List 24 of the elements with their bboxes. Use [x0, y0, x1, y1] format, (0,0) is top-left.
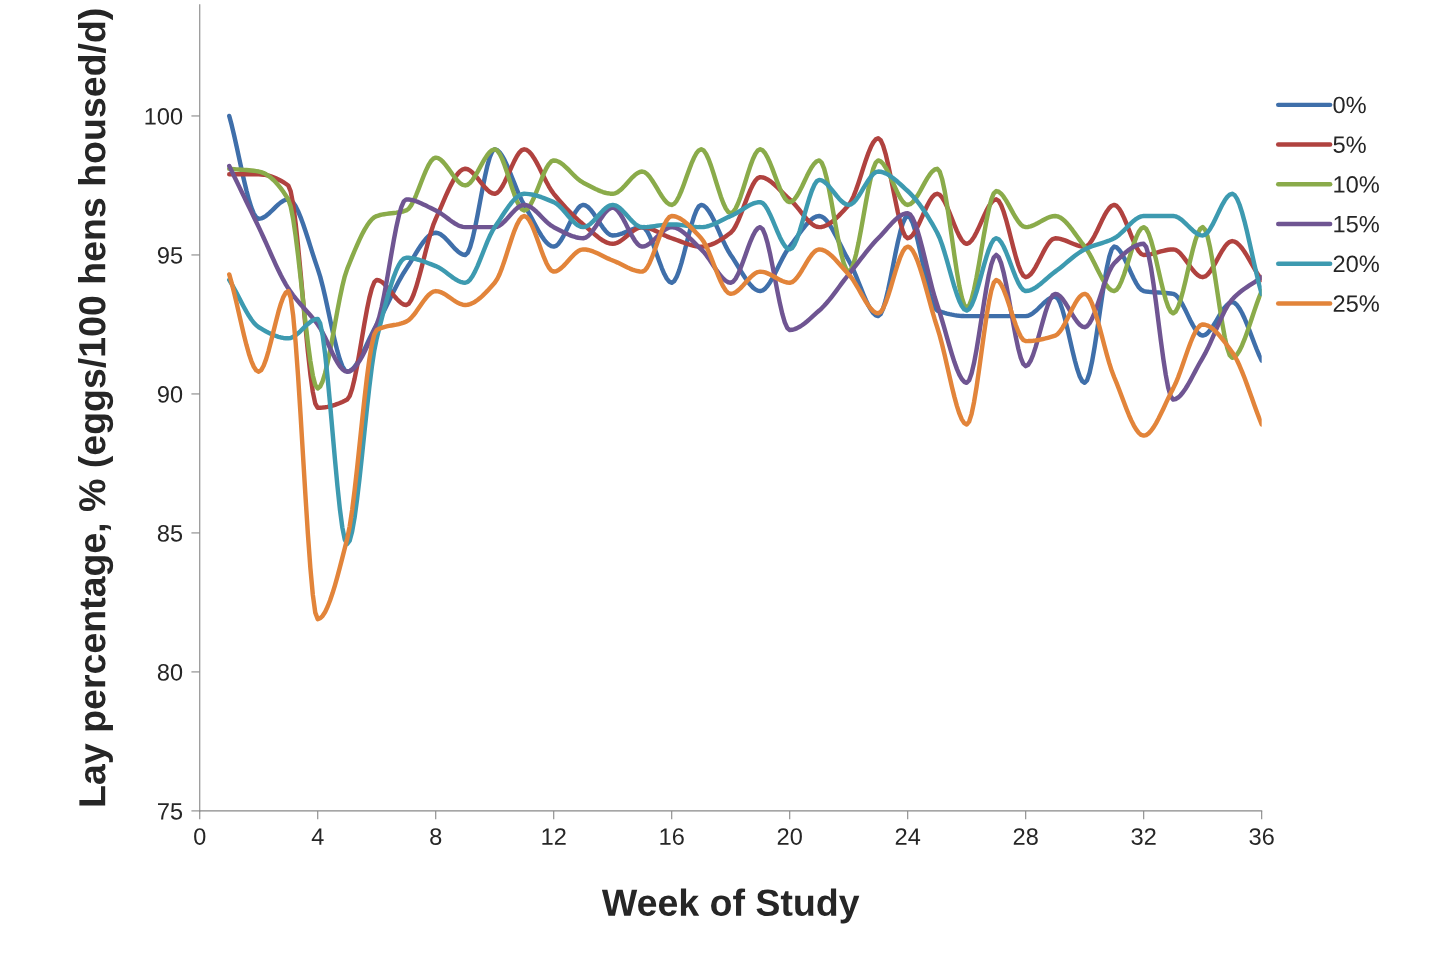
y-axis-title: Lay percentage, % (eggs/100 hens housed/d) [78, 9, 114, 806]
x-tick-label: 20 [777, 828, 802, 845]
y-tick-label: 85 [157, 524, 183, 542]
legend-label: 5% [1333, 136, 1366, 154]
y-tick-label: 75 [158, 803, 183, 820]
y-tick-label: 95 [157, 247, 183, 264]
x-tick-label: 12 [542, 828, 566, 845]
y-tick-label: 90 [157, 386, 183, 403]
x-tick-label: 8 [430, 828, 442, 845]
x-tick-label: 28 [1013, 828, 1038, 845]
legend-label: 25% [1333, 295, 1379, 312]
legend-label: 0% [1333, 96, 1366, 114]
legend-label: 20% [1333, 255, 1379, 273]
x-tick-label: 36 [1249, 828, 1274, 845]
x-tick-label: 4 [311, 828, 324, 845]
x-tick-label: 24 [895, 828, 921, 845]
y-tick-label: 80 [157, 663, 183, 681]
x-tick-label: 32 [1131, 828, 1156, 845]
y-tick-label: 100 [145, 108, 183, 125]
legend-label: 15% [1334, 215, 1379, 233]
x-tick-label: 0 [194, 828, 206, 845]
x-tick-label: 16 [660, 828, 684, 845]
legend-label: 10% [1334, 176, 1379, 193]
x-axis-title: Week of Study [601, 888, 860, 924]
